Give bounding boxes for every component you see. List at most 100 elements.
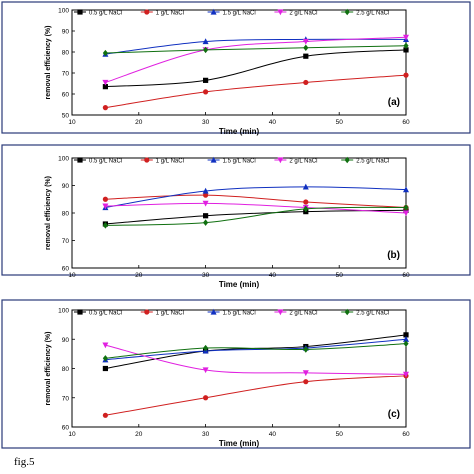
data-point xyxy=(102,196,108,202)
data-point xyxy=(203,192,209,198)
data-point xyxy=(203,77,209,83)
x-tick-label: 10 xyxy=(68,431,76,438)
x-axis-label: Time (min) xyxy=(219,439,260,448)
data-point xyxy=(303,53,309,59)
legend: 0.5 g/L NaCl 1 g/L NaCl 1.5 g/L NaCl 2 g/L … xyxy=(74,156,389,164)
data-point xyxy=(403,47,409,53)
legend-marker xyxy=(277,9,284,16)
y-tick-label: 80 xyxy=(62,50,70,57)
x-tick-label: 20 xyxy=(135,431,143,438)
panel-label: (a) xyxy=(388,97,400,108)
x-tick-label: 20 xyxy=(135,272,143,279)
legend-label: 2.5 g/L NaCl xyxy=(356,158,389,164)
chart-panel-1: 50 60 70 80 90 100 10 20 30 40 50 60 Time (min) remov… xyxy=(1,1,471,136)
data-point xyxy=(303,79,309,86)
legend-label: 0.5 g/L NaCl xyxy=(89,158,122,164)
data-point xyxy=(302,38,309,45)
plot-area xyxy=(71,309,407,428)
legend-marker xyxy=(77,157,83,163)
data-point xyxy=(303,346,309,353)
data-point xyxy=(403,204,409,211)
data-point xyxy=(302,183,309,190)
series-line xyxy=(105,343,407,359)
x-tick-label: 50 xyxy=(336,119,344,126)
x-tick-label: 30 xyxy=(202,272,210,279)
x-tick-label: 50 xyxy=(336,431,344,438)
legend-marker xyxy=(277,157,284,164)
series-3 xyxy=(102,183,409,211)
data-point xyxy=(403,34,409,41)
data-point xyxy=(102,105,108,111)
data-point xyxy=(202,367,209,374)
series-line xyxy=(105,338,407,361)
data-point xyxy=(302,370,309,377)
series-line xyxy=(105,74,407,109)
x-tick-label: 30 xyxy=(202,431,210,438)
series-line xyxy=(105,202,407,214)
data-point xyxy=(102,342,109,349)
data-point xyxy=(102,222,108,229)
legend-marker xyxy=(77,309,83,315)
data-point xyxy=(403,210,409,217)
chart-panel-2: 60 70 80 90 100 10 20 30 40 50 60 Time (min) removal… xyxy=(1,144,471,289)
panel-frame xyxy=(1,144,471,276)
series-4 xyxy=(102,200,409,217)
data-point xyxy=(102,84,108,90)
data-point xyxy=(403,186,409,193)
legend-label: 2.5 g/L NaCl xyxy=(356,310,389,316)
series-line xyxy=(105,49,407,88)
legend-marker xyxy=(77,9,83,15)
legend-marker xyxy=(344,308,350,316)
x-axis-label: Time (min) xyxy=(219,280,260,289)
series-4 xyxy=(102,342,409,378)
x-tick-label: 50 xyxy=(336,272,344,279)
data-point xyxy=(203,219,209,226)
y-tick-label: 80 xyxy=(62,211,70,218)
chart-panel-3: 60 70 80 90 100 10 20 30 40 50 60 Time (min) removal… xyxy=(1,299,471,449)
y-tick-label: 100 xyxy=(58,8,69,15)
panel-frame xyxy=(1,1,471,134)
x-tick-label: 40 xyxy=(269,272,277,279)
legend-label: 1.5 g/L NaCl xyxy=(223,158,256,164)
legend-marker xyxy=(144,9,150,15)
panel-frame xyxy=(1,299,471,449)
x-tick-label: 60 xyxy=(402,119,410,126)
panel-label: (b) xyxy=(387,250,400,261)
series-line xyxy=(105,36,407,83)
series-line xyxy=(105,194,407,208)
data-point xyxy=(102,203,109,210)
y-tick-label: 100 xyxy=(58,156,69,163)
data-point xyxy=(403,332,409,338)
y-tick-label: 60 xyxy=(62,92,70,99)
data-point xyxy=(202,187,209,194)
y-tick-label: 70 xyxy=(62,238,70,245)
x-tick-label: 40 xyxy=(269,119,277,126)
data-point xyxy=(102,79,109,86)
y-tick-label: 90 xyxy=(62,29,70,36)
y-tick-label: 50 xyxy=(62,113,70,120)
series-line xyxy=(105,375,407,416)
x-tick-label: 20 xyxy=(135,119,143,126)
series-line xyxy=(105,206,407,226)
data-point xyxy=(203,395,209,401)
data-point xyxy=(102,412,108,418)
legend-marker xyxy=(210,308,217,315)
data-point xyxy=(102,365,108,372)
data-point xyxy=(403,340,409,347)
y-axis-label: removal efficiency (%) xyxy=(45,176,52,250)
legend-label: 1 g/L NaCl xyxy=(156,310,184,316)
legend-label: 2.5 g/L NaCl xyxy=(356,10,389,16)
data-point xyxy=(203,89,209,95)
legend: 0.5 g/L NaCl 1 g/L NaCl 1.5 g/L NaCl 2 g/L … xyxy=(74,308,389,316)
y-axis-label: removal efficiency (%) xyxy=(45,332,52,406)
data-point xyxy=(102,355,108,362)
data-point xyxy=(403,42,409,49)
panel-label: (c) xyxy=(388,409,400,420)
y-tick-label: 60 xyxy=(62,266,70,273)
data-point xyxy=(403,72,409,78)
figure-caption: fig.5 xyxy=(14,456,35,468)
plot-area xyxy=(71,157,407,269)
y-tick-label: 80 xyxy=(62,366,70,373)
legend-label: 0.5 g/L NaCl xyxy=(89,10,122,16)
